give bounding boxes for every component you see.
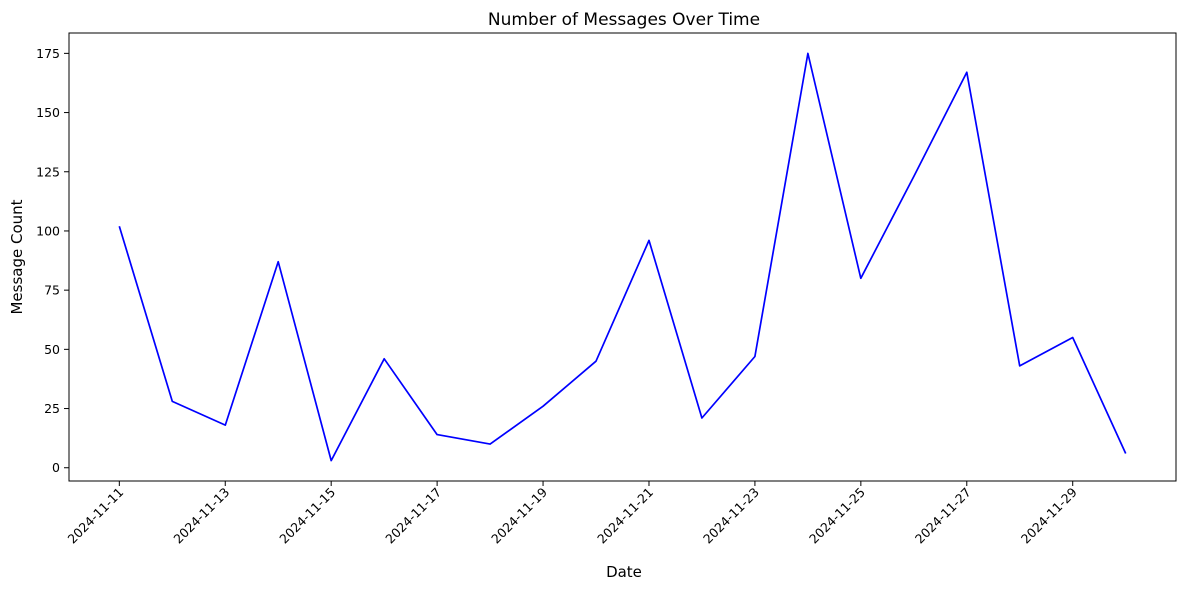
series-layer [118,52,1127,462]
y-tick-label: 175 [36,46,60,61]
x-tick-label: 2024-11-27 [912,485,974,547]
x-tick-label: 2024-11-11 [64,485,126,547]
x-tick-label: 2024-11-13 [170,485,232,547]
x-tick-label: 2024-11-29 [1018,484,1080,546]
y-tick-label: 50 [44,342,60,357]
chart-title: Number of Messages Over Time [488,10,760,30]
x-tick-label: 2024-11-19 [488,484,550,546]
x-tick-label: 2024-11-21 [594,485,656,547]
y-axis: 0 25 50 75 100 125 150 175 [36,46,69,475]
y-tick-label: 100 [36,223,60,238]
y-tick-label: 0 [52,460,60,475]
x-tick-label: 2024-11-15 [276,485,338,547]
y-tick-label: 75 [44,283,60,298]
x-axis: 2024-11-11 2024-11-13 2024-11-15 2024-11-17… [64,481,1080,547]
x-tick-label: 2024-11-23 [700,485,762,547]
series-line [118,52,1127,462]
plot-area [68,32,1177,482]
y-tick-label: 25 [44,401,60,416]
x-tick-label: 2024-11-17 [382,485,444,547]
y-tick-label: 125 [36,164,60,179]
x-tick-label: 2024-11-25 [806,485,868,547]
y-tick-label: 150 [36,105,60,120]
x-axis-label: Date [606,563,642,581]
y-axis-label: Message Count [8,199,26,314]
